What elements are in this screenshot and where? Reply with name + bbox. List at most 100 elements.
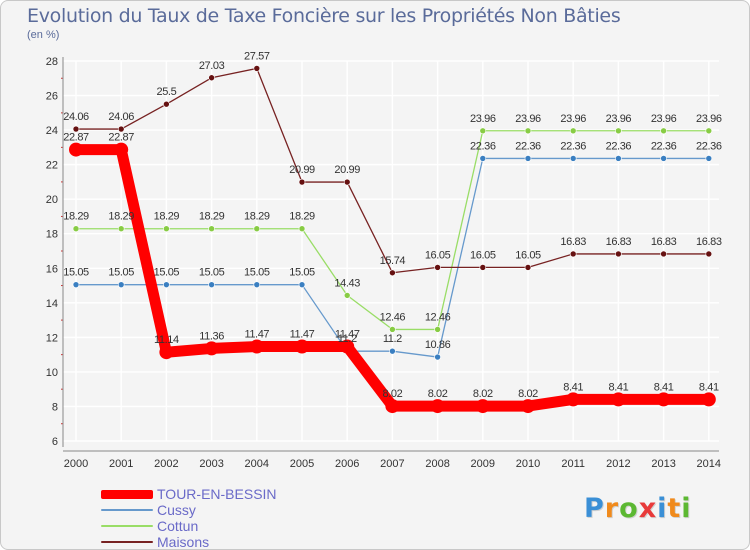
data-point xyxy=(701,392,716,407)
data-label: 24.06 xyxy=(63,111,89,123)
data-point xyxy=(611,392,626,407)
x-tick-label: 2003 xyxy=(199,458,223,470)
data-point xyxy=(249,339,264,354)
data-label: 15.05 xyxy=(63,267,89,279)
data-point xyxy=(298,225,306,233)
data-label: 15.05 xyxy=(244,267,270,279)
data-label: 16.83 xyxy=(696,236,722,248)
data-label: 22.36 xyxy=(515,140,541,152)
data-labels: 15.05 15.05 15.05 15.05 15.05 15.05 11.2 11.2 10… xyxy=(63,50,722,400)
data-label: 22.36 xyxy=(560,140,586,152)
data-label: 15.74 xyxy=(380,255,406,267)
data-label: 8.41 xyxy=(563,381,583,393)
data-point xyxy=(208,225,215,233)
y-tick-label: 6 xyxy=(52,436,58,448)
data-point xyxy=(159,345,174,360)
data-point xyxy=(114,142,129,157)
data-label: 23.96 xyxy=(560,113,586,125)
data-point xyxy=(117,281,125,288)
data-point xyxy=(117,125,125,133)
data-point xyxy=(72,225,80,233)
data-label: 8.41 xyxy=(608,381,628,393)
y-tick-label: 22 xyxy=(46,160,58,172)
data-point xyxy=(208,74,215,82)
data-point xyxy=(524,155,532,162)
legend-item: TOUR-EN-BESSIN xyxy=(101,486,277,502)
data-label: 22.36 xyxy=(470,140,496,152)
data-label: 15.05 xyxy=(154,267,180,279)
legend-label: Cussy xyxy=(157,502,196,518)
data-point xyxy=(163,225,170,233)
legend-item: Maisons xyxy=(101,534,277,549)
data-point xyxy=(705,155,713,162)
data-label: 22.36 xyxy=(696,140,722,152)
data-point xyxy=(295,339,309,354)
logo-letter: o xyxy=(619,493,639,524)
x-tick-label: 2007 xyxy=(380,458,404,470)
y-tick-label: 8 xyxy=(52,401,58,413)
data-point xyxy=(208,281,215,288)
data-label: 8.02 xyxy=(473,388,493,400)
x-tick-label: 2012 xyxy=(606,458,630,470)
data-point xyxy=(660,127,667,135)
proxiti-logo: Proxiti xyxy=(584,493,692,524)
x-tick-label: 2014 xyxy=(697,458,721,470)
data-point xyxy=(389,326,396,333)
y-tick-label: 28 xyxy=(46,56,58,68)
data-point xyxy=(298,281,306,288)
data-label: 8.41 xyxy=(699,381,719,393)
data-point xyxy=(72,281,80,288)
x-tick-label: 2008 xyxy=(425,458,449,470)
data-point xyxy=(253,65,261,72)
data-point xyxy=(705,127,713,135)
logo-letter: x xyxy=(638,493,658,524)
data-label: 16.05 xyxy=(470,249,496,261)
data-label: 11.47 xyxy=(290,329,315,341)
plot-area xyxy=(63,61,719,441)
data-point xyxy=(204,341,219,356)
legend-swatch xyxy=(101,509,153,511)
data-label: 11.2 xyxy=(383,333,402,345)
data-label: 18.29 xyxy=(108,211,134,223)
data-point xyxy=(479,264,487,271)
data-point xyxy=(705,250,713,258)
data-label: 16.83 xyxy=(606,236,632,248)
data-label: 11.47 xyxy=(335,329,360,341)
y-tick-label: 10 xyxy=(46,367,58,379)
data-point xyxy=(524,264,532,271)
y-tick-label: 18 xyxy=(46,229,58,241)
data-label: 22.87 xyxy=(108,132,134,144)
data-point xyxy=(615,155,622,162)
data-point xyxy=(569,127,577,135)
data-label: 23.96 xyxy=(515,113,541,125)
logo-letter: r xyxy=(604,493,620,524)
data-point xyxy=(117,225,125,233)
data-label: 12.46 xyxy=(425,311,451,323)
data-label: 11.36 xyxy=(199,330,224,342)
data-point xyxy=(521,399,535,414)
x-tick-label: 2005 xyxy=(290,458,314,470)
data-point xyxy=(434,264,441,271)
data-label: 24.06 xyxy=(108,111,134,123)
y-tick-label: 26 xyxy=(46,91,58,103)
data-label: 22.87 xyxy=(63,132,89,144)
legend-item: Cussy xyxy=(101,502,277,518)
data-point xyxy=(253,281,261,288)
data-label: 15.05 xyxy=(199,267,225,279)
data-point xyxy=(343,292,351,299)
legend-swatch xyxy=(101,541,153,543)
data-label: 18.29 xyxy=(63,211,89,223)
logo-letter: P xyxy=(584,493,605,524)
data-point xyxy=(163,100,170,108)
x-tick-label: 2011 xyxy=(561,458,585,470)
data-point xyxy=(253,225,261,233)
y-tick-label: 20 xyxy=(46,194,58,206)
data-label: 15.05 xyxy=(289,267,315,279)
data-label: 14.43 xyxy=(334,277,360,289)
data-label: 22.36 xyxy=(606,140,632,152)
data-label: 27.57 xyxy=(244,50,270,62)
data-label: 16.83 xyxy=(560,236,586,248)
data-label: 8.02 xyxy=(428,388,448,400)
data-label: 18.29 xyxy=(154,211,180,223)
